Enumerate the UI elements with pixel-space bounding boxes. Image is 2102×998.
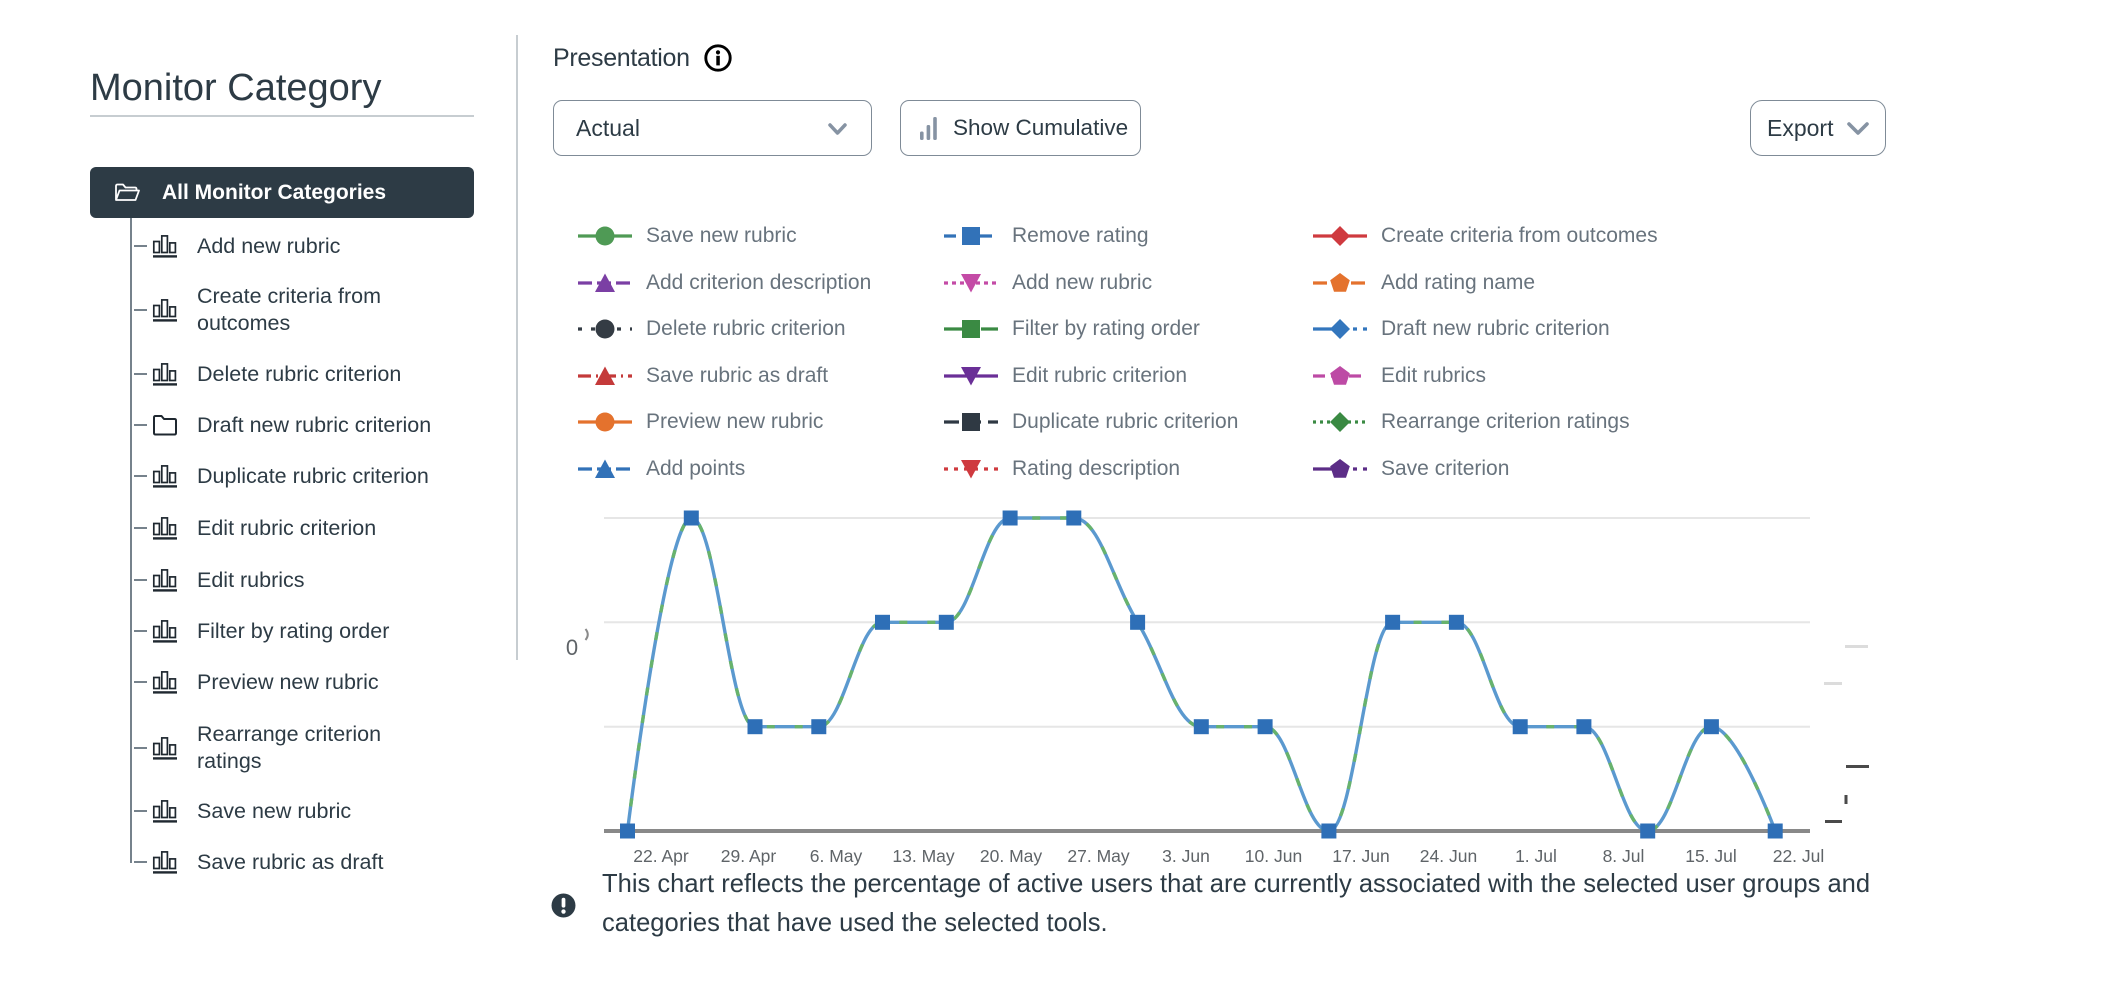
svg-text:1. Jul: 1. Jul xyxy=(1515,846,1557,866)
svg-text:27. May: 27. May xyxy=(1067,846,1129,866)
svg-text:10. Jun: 10. Jun xyxy=(1245,846,1302,866)
svg-text:6. May: 6. May xyxy=(810,846,863,866)
svg-text:15. Jul: 15. Jul xyxy=(1685,846,1737,866)
svg-text:20. May: 20. May xyxy=(980,846,1042,866)
svg-text:22. Jul: 22. Jul xyxy=(1773,846,1825,866)
svg-text:13. May: 13. May xyxy=(892,846,954,866)
svg-text:17. Jun: 17. Jun xyxy=(1332,846,1389,866)
svg-text:0: 0 xyxy=(566,635,578,660)
svg-text:8. Jul: 8. Jul xyxy=(1603,846,1645,866)
svg-text:3. Jun: 3. Jun xyxy=(1162,846,1210,866)
svg-text:24. Jun: 24. Jun xyxy=(1420,846,1477,866)
svg-text:22. Apr: 22. Apr xyxy=(633,846,689,866)
svg-text:29. Apr: 29. Apr xyxy=(721,846,777,866)
